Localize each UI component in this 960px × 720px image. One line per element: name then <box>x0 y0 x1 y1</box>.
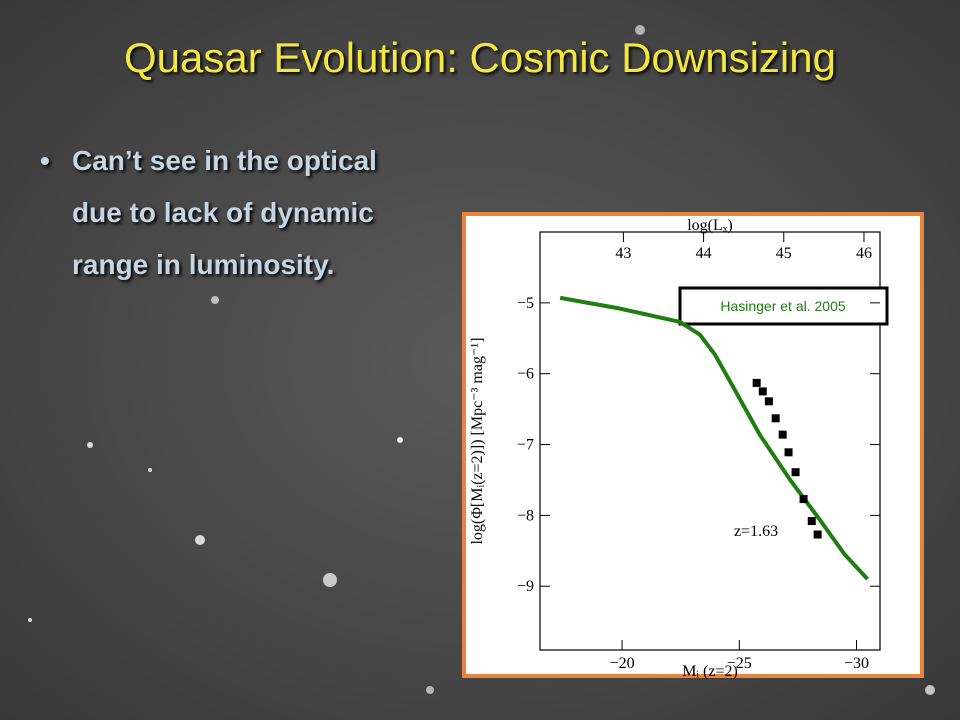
bullet: Can’t see in the optical due to lack of … <box>40 135 420 291</box>
x-axis-label: Mᵢ (z=2) <box>682 663 738 680</box>
x-tick-label: −30 <box>844 655 869 672</box>
data-point <box>791 468 800 477</box>
y-tick-label: −9 <box>517 578 534 595</box>
data-point <box>807 517 816 526</box>
data-point <box>764 397 773 406</box>
slide-title: Quasar Evolution: Cosmic Downsizing <box>124 34 836 81</box>
x2-tick-label: 45 <box>776 245 792 262</box>
data-point <box>784 448 793 457</box>
bullet-list: Can’t see in the optical due to lack of … <box>40 135 420 291</box>
x2-axis-label: log(Lₓ) <box>687 217 733 234</box>
data-point <box>758 387 767 396</box>
y-tick-label: −6 <box>517 366 534 383</box>
x-tick-label: −25 <box>727 655 752 672</box>
y-tick-label: −7 <box>517 437 534 454</box>
data-point <box>799 495 808 504</box>
x2-tick-label: 44 <box>696 245 712 262</box>
x2-tick-label: 46 <box>856 245 872 262</box>
x2-tick-label: 43 <box>615 245 631 262</box>
y-axis-label: log(Φ[Mᵢ(z=2)]) [Mpc⁻³ mag⁻¹] <box>469 337 486 544</box>
label-box-text: Hasinger et al. 2005 <box>720 298 846 314</box>
curve <box>559 295 870 581</box>
data-point <box>813 530 822 539</box>
data-point <box>778 430 787 439</box>
y-tick-label: −8 <box>517 507 534 524</box>
annotation: z=1.63 <box>734 523 778 540</box>
x-tick-label: −20 <box>610 655 635 672</box>
plot-area <box>539 231 881 651</box>
data-point <box>771 414 780 423</box>
data-point <box>752 378 761 387</box>
y-tick-label: −5 <box>517 295 534 312</box>
label-box <box>678 286 889 326</box>
